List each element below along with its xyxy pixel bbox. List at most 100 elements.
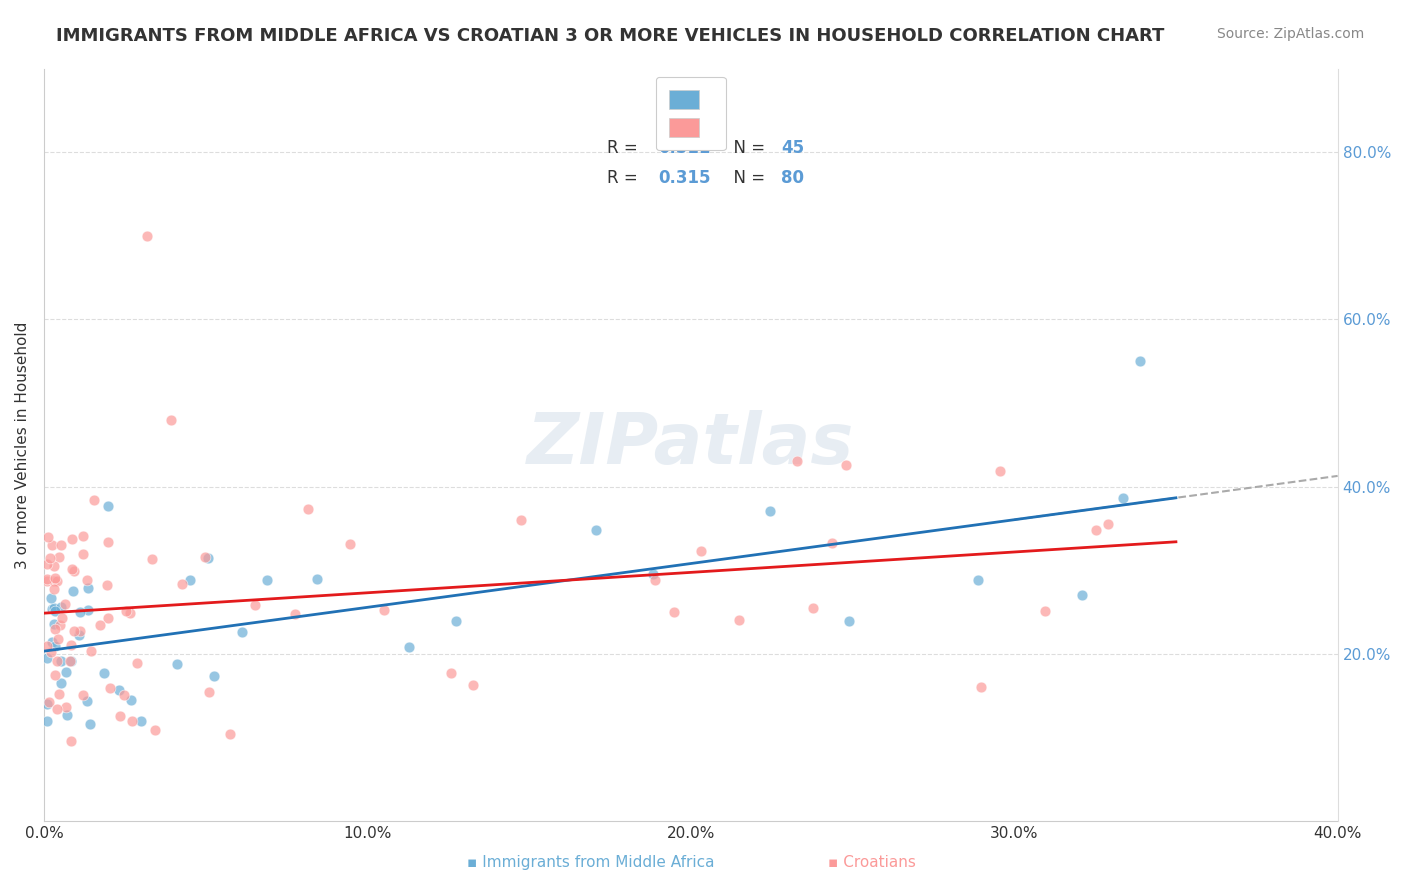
Point: [970, 680, 993, 694]
Point: [41, 602, 63, 616]
Point: [77, 602, 100, 616]
Point: [398, 640, 420, 654]
Text: R =: R =: [606, 138, 643, 157]
Point: [786, 454, 808, 468]
Point: [48, 549, 70, 564]
Point: [39, 645, 62, 659]
Y-axis label: 3 or more Vehicles in Household: 3 or more Vehicles in Household: [15, 321, 30, 569]
Point: [37, 572, 59, 586]
Text: 80: 80: [782, 169, 804, 186]
Point: [44, 668, 66, 682]
Point: [988, 464, 1011, 478]
Point: [131, 714, 153, 728]
Point: [89, 618, 111, 632]
Point: [179, 574, 201, 588]
Point: [96, 578, 118, 592]
Point: [48, 687, 70, 701]
Point: [69, 624, 91, 638]
Point: [1129, 354, 1152, 368]
Point: [115, 604, 138, 618]
Legend: , : ,: [655, 77, 725, 151]
Point: [55, 665, 77, 679]
Point: [307, 572, 329, 586]
Point: [297, 502, 319, 516]
Point: [440, 665, 463, 680]
Point: [339, 537, 361, 551]
Point: [44, 571, 66, 585]
Point: [49, 654, 72, 668]
Point: [79, 717, 101, 731]
Point: [1112, 491, 1135, 505]
Point: [62, 584, 84, 599]
Point: [37, 640, 59, 654]
Point: [60, 654, 83, 668]
Point: [63, 564, 86, 578]
Point: [39, 551, 62, 566]
Point: [256, 573, 278, 587]
Point: [835, 458, 858, 472]
Point: [42, 601, 65, 615]
Point: [141, 552, 163, 566]
Point: [49, 676, 72, 690]
Point: [966, 573, 988, 587]
Point: [644, 574, 666, 588]
Point: [83, 493, 105, 508]
Text: R =: R =: [606, 169, 643, 186]
Point: [98, 681, 121, 695]
Text: N =: N =: [723, 169, 770, 186]
Point: [44, 639, 66, 653]
Point: [1033, 604, 1056, 618]
Point: [197, 550, 219, 565]
Point: [444, 614, 467, 628]
Point: [758, 504, 780, 518]
Text: 45: 45: [782, 138, 804, 157]
Point: [838, 614, 860, 628]
Point: [194, 550, 217, 565]
Point: [67, 628, 90, 642]
Point: [728, 613, 751, 627]
Point: [45, 702, 67, 716]
Point: [37, 698, 59, 712]
Point: [231, 624, 253, 639]
Point: [585, 524, 607, 538]
Text: 0.315: 0.315: [658, 169, 711, 186]
Point: [160, 413, 183, 427]
Point: [76, 693, 98, 707]
Point: [461, 678, 484, 692]
Point: [41, 538, 63, 552]
Point: [51, 599, 73, 614]
Point: [202, 669, 225, 683]
Point: [125, 656, 148, 670]
Point: [510, 513, 533, 527]
Point: [49, 618, 72, 632]
Point: [51, 538, 73, 552]
Point: [77, 582, 100, 596]
Point: [197, 685, 219, 699]
Point: [1084, 523, 1107, 537]
Point: [110, 708, 132, 723]
Text: ▪ Immigrants from Middle Africa: ▪ Immigrants from Middle Africa: [467, 855, 714, 870]
Point: [37, 557, 59, 571]
Point: [662, 605, 685, 619]
Point: [37, 530, 59, 544]
Point: [373, 602, 395, 616]
Point: [72, 529, 94, 543]
Point: [41, 635, 63, 649]
Point: [821, 536, 844, 550]
Point: [121, 714, 143, 728]
Point: [38, 695, 60, 709]
Point: [55, 700, 77, 714]
Point: [143, 723, 166, 738]
Point: [1071, 588, 1094, 602]
Point: [80, 644, 103, 658]
Point: [107, 682, 129, 697]
Point: [166, 657, 188, 671]
Point: [59, 654, 82, 668]
Point: [37, 650, 59, 665]
Text: IMMIGRANTS FROM MIDDLE AFRICA VS CROATIAN 3 OR MORE VEHICLES IN HOUSEHOLD CORREL: IMMIGRANTS FROM MIDDLE AFRICA VS CROATIA…: [56, 27, 1164, 45]
Point: [45, 574, 67, 588]
Text: Source: ZipAtlas.com: Source: ZipAtlas.com: [1216, 27, 1364, 41]
Point: [42, 558, 65, 573]
Point: [39, 591, 62, 605]
Point: [46, 654, 69, 668]
